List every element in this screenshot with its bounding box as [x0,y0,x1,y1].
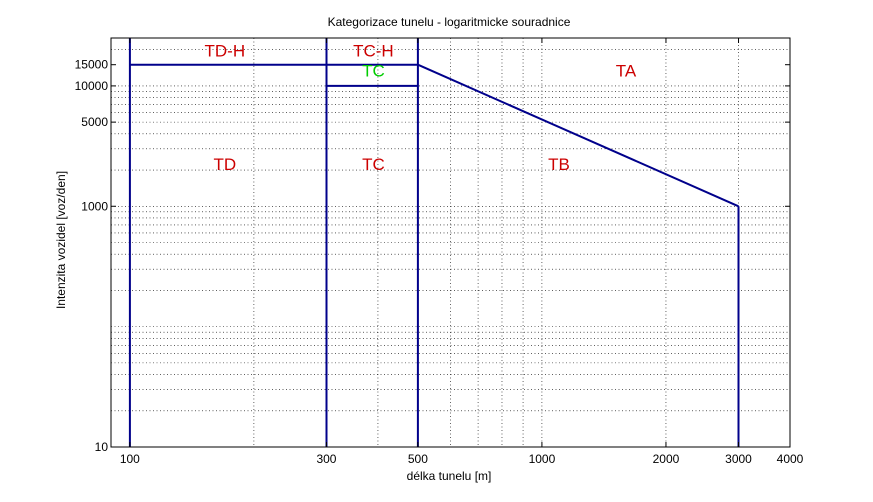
region-label: TD-H [205,42,246,61]
y-tick-label: 1000 [81,199,108,213]
region-label: TD [213,155,236,174]
x-tick-label: 4000 [777,452,804,466]
region-label: TC [362,61,385,80]
x-tick-label: 100 [120,452,140,466]
series-line [417,63,739,208]
x-axis-label: délka tunelu [m] [407,469,492,483]
x-tick-label: 1000 [529,452,556,466]
y-tick-label: 5000 [81,115,108,129]
y-axis-label: Intenzita vozidel [voz/den] [54,171,68,309]
x-tick-label: 300 [316,452,336,466]
x-tick-label: 500 [408,452,428,466]
chart-title: Kategorizace tunelu - logaritmicke soura… [328,15,571,29]
y-tick-label: 10 [95,440,109,454]
series-group [128,38,740,447]
x-tick-label: 2000 [653,452,680,466]
plot-frame [110,37,791,448]
tick-labels: 100 300 500 1000 2000 3000 4000 10 1000 5000 10000… [75,38,804,466]
region-label: TA [616,61,637,80]
region-label: TC-H [353,42,394,61]
region-label: TB [548,155,570,174]
y-tick-label: 10000 [75,79,109,93]
y-tick-label: 15000 [75,58,109,72]
grid-lines [111,38,790,447]
x-tick-label: 3000 [725,452,752,466]
region-label: TC [362,155,385,174]
